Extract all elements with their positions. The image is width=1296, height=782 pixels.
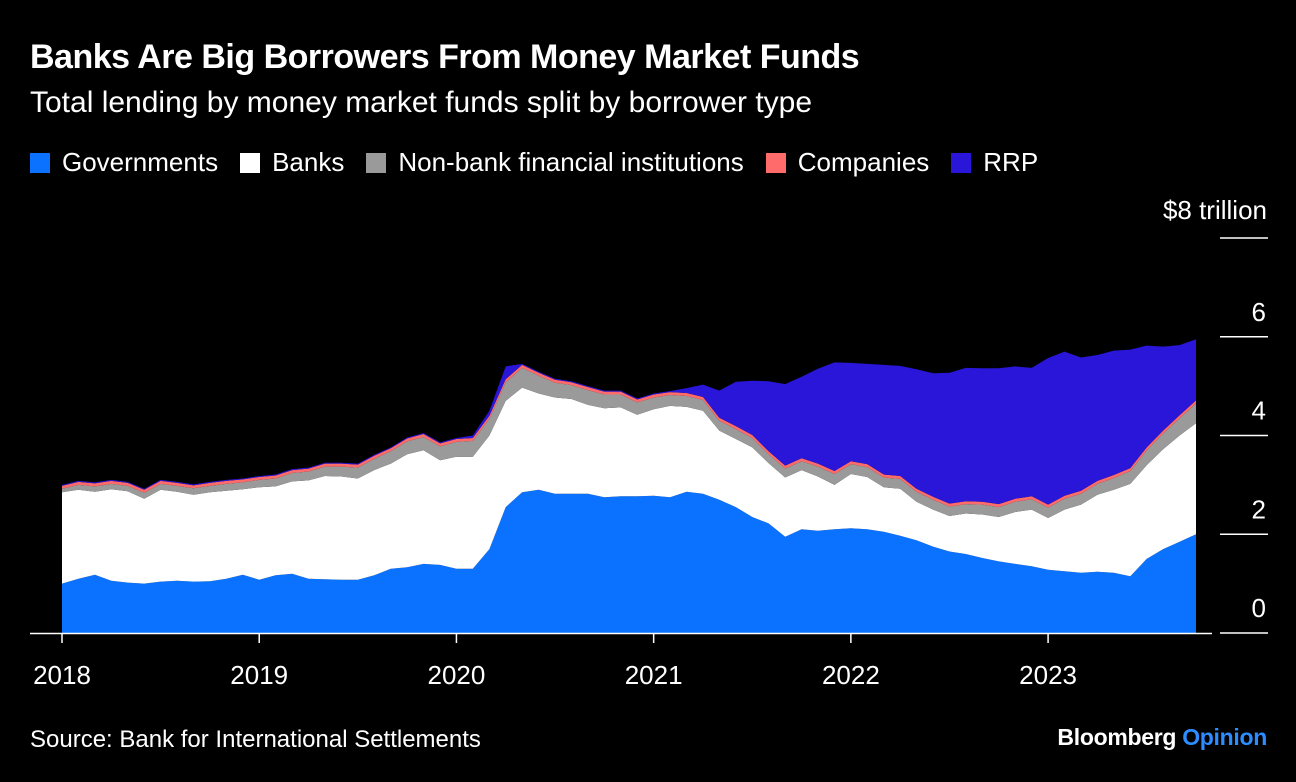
x-tick-label: 2020 bbox=[428, 660, 486, 690]
legend-swatch bbox=[30, 152, 50, 173]
brand-name: Bloomberg bbox=[1057, 724, 1177, 750]
legend-item-companies: Companies bbox=[765, 147, 930, 178]
legend-label: Non-bank financial institutions bbox=[398, 147, 744, 177]
legend-swatch bbox=[366, 152, 387, 173]
x-tick-label: 2021 bbox=[625, 660, 683, 690]
legend-label: RRP bbox=[983, 147, 1039, 177]
chart-title: Banks Are Big Borrowers From Money Marke… bbox=[30, 38, 860, 76]
chart-subtitle: Total lending by money market funds spli… bbox=[30, 86, 813, 119]
brand-suffix: Opinion bbox=[1182, 724, 1267, 750]
legend-label: Governments bbox=[62, 147, 219, 177]
y-tick-label: 0 bbox=[1252, 593, 1266, 623]
legend-swatch bbox=[951, 152, 972, 173]
legend-item-governments: Governments bbox=[30, 147, 218, 178]
legend-item-rrp: RRP bbox=[951, 147, 1038, 178]
legend-swatch bbox=[240, 152, 261, 173]
x-tick-label: 2019 bbox=[230, 660, 288, 690]
brand-logo: Bloomberg Opinion bbox=[1057, 724, 1267, 751]
area-governments bbox=[62, 489, 1196, 633]
legend-label: Companies bbox=[797, 147, 930, 177]
y-tick-label: 4 bbox=[1252, 396, 1266, 426]
source-note: Source: Bank for International Settlemen… bbox=[30, 726, 481, 753]
area-non-bank-financial-institutions bbox=[62, 367, 1196, 518]
legend-swatch bbox=[765, 152, 786, 173]
area-banks bbox=[62, 387, 1196, 584]
legend-item-banks: Banks bbox=[240, 147, 344, 178]
legend: Governments Banks Non-bank financial insti… bbox=[30, 147, 1060, 178]
y-axis-unit-label: $8 trillion bbox=[1162, 195, 1267, 225]
legend-label: Banks bbox=[272, 147, 345, 177]
x-tick-label: 2023 bbox=[1019, 660, 1077, 690]
y-tick-label: 2 bbox=[1252, 494, 1266, 524]
x-tick-label: 2018 bbox=[33, 660, 91, 690]
legend-item-non-bank-financial-institutions: Non-bank financial institutions bbox=[366, 147, 744, 178]
area-rrp bbox=[62, 339, 1196, 505]
y-tick-label: 6 bbox=[1252, 297, 1266, 327]
x-tick-label: 2022 bbox=[822, 660, 880, 690]
